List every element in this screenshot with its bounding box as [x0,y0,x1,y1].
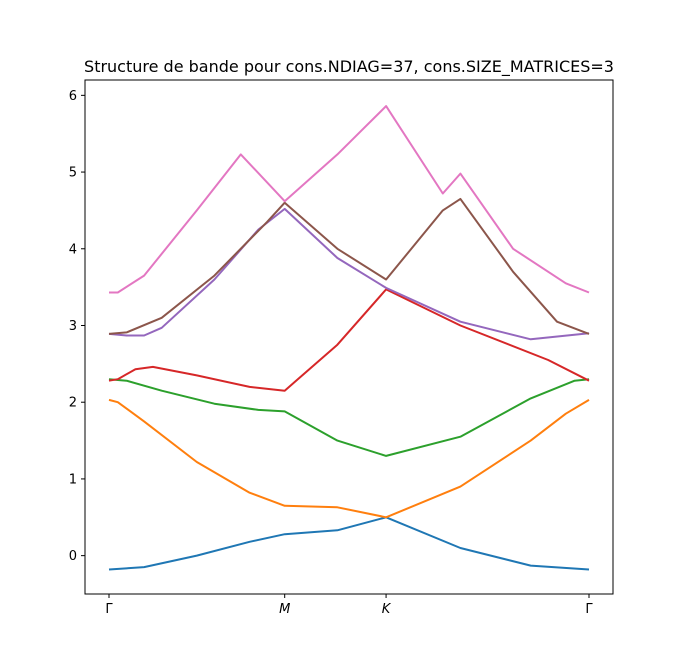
y-axis: 0 1 2 3 4 5 6 [69,89,85,564]
x-tick-label: K [382,602,392,617]
band-line-2 [108,398,590,519]
band-line-7 [109,105,590,294]
y-tick-label: 6 [69,89,77,104]
band-line-1 [108,516,590,571]
plot-frame [84,79,614,595]
y-tick-label: 5 [69,166,77,181]
y-tick-label: 2 [69,396,77,411]
y-tick-label: 0 [69,549,77,564]
band-line-3 [108,378,590,457]
plot-lines [108,105,590,571]
band-line-6 [108,197,590,335]
x-tick-label: Γ [105,602,113,617]
band-line-5 [108,207,590,341]
x-tick-label: M [279,602,290,617]
chart-title: Structure de bande pour cons.NDIAG=37, c… [84,57,614,77]
y-tick-label: 4 [69,242,77,257]
y-tick-label: 1 [69,472,77,487]
y-tick-label: 3 [69,319,77,334]
x-tick-label: Γ [585,602,593,617]
band-line-4 [108,288,590,392]
